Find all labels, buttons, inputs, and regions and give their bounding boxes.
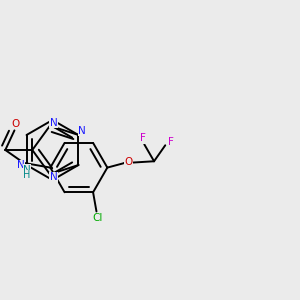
Text: N: N <box>78 126 86 136</box>
Text: Cl: Cl <box>92 213 103 223</box>
Text: N: N <box>17 160 25 170</box>
Text: H: H <box>23 170 30 180</box>
Text: F: F <box>168 137 174 147</box>
Text: N: N <box>50 172 57 182</box>
Text: N: N <box>23 164 31 175</box>
Text: N: N <box>50 118 57 128</box>
Text: O: O <box>124 158 133 167</box>
Text: O: O <box>11 119 20 129</box>
Text: F: F <box>140 134 146 143</box>
